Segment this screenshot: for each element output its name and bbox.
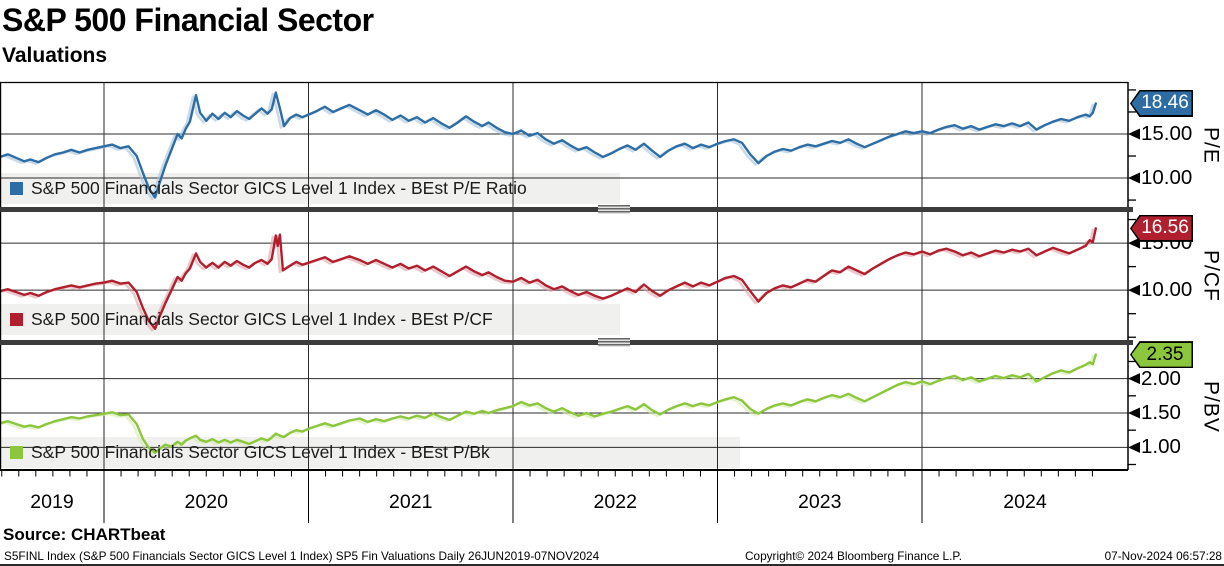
pcf-legend: S&P 500 Financials Sector GICS Level 1 I… (0, 304, 493, 335)
pbv-legend-label: S&P 500 Financials Sector GICS Level 1 I… (31, 442, 490, 462)
pbv-last-value-tag: 2.35 (1130, 341, 1193, 369)
pe-legend-label: S&P 500 Financials Sector GICS Level 1 I… (31, 178, 527, 198)
x-year-label: 2023 (798, 491, 842, 513)
x-year-label: 2024 (1003, 491, 1047, 513)
pe-axis-title: P/E (1199, 126, 1223, 164)
x-year-label: 2020 (184, 491, 228, 513)
source-label: Source: CHARTbeat (3, 525, 166, 544)
splitter-grip-icon[interactable] (598, 205, 630, 214)
pcf-series-marker-icon (10, 313, 23, 326)
pcf-legend-band (0, 304, 620, 335)
x-year-label: 2021 (389, 491, 433, 513)
y-tick-label: 1.50 (1141, 400, 1181, 424)
pbv-legend: S&P 500 Financials Sector GICS Level 1 I… (0, 437, 490, 468)
pbv-last-value: 2.35 (1146, 343, 1184, 365)
pbv-series-marker-icon (10, 446, 23, 459)
panel-splitter-1[interactable] (0, 205, 1133, 214)
pcf-axis-title: P/CF (1199, 250, 1223, 302)
footer-ticker-info: S5FINL Index (S&P 500 Financials Sector … (4, 549, 600, 563)
splitter-grip-icon[interactable] (598, 338, 630, 347)
pbv-axis-title: P/BV (1199, 381, 1223, 433)
pe-legend: S&P 500 Financials Sector GICS Level 1 I… (0, 173, 527, 204)
pe-series-marker-icon (10, 182, 23, 195)
y-tick-label: 10.00 (1141, 166, 1193, 190)
chart-title: S&P 500 Financial Sector (2, 2, 374, 38)
panel-splitter-2[interactable] (0, 338, 1133, 347)
footer-timestamp: 07-Nov-2024 06:57:28 (1104, 549, 1222, 563)
bottom-divider (0, 564, 1224, 566)
y-tick-label: 10.00 (1141, 278, 1193, 302)
y-tick-label: 1.00 (1141, 435, 1181, 459)
pcf-last-value-tag: 16.56 (1130, 214, 1193, 242)
pcf-legend-label: S&P 500 Financials Sector GICS Level 1 I… (31, 309, 493, 329)
pe-last-value: 18.46 (1141, 92, 1189, 114)
footer: S5FINL Index (S&P 500 Financials Sector … (0, 549, 1224, 564)
pe-last-value-tag: 18.46 (1130, 89, 1193, 117)
pbv-legend-band (0, 437, 740, 468)
chart-subtitle: Valuations (2, 44, 108, 67)
y-tick-label: 2.00 (1141, 366, 1181, 390)
x-year-label: 2022 (593, 491, 637, 513)
y-tick-label: 15.00 (1141, 121, 1193, 145)
footer-copyright: Copyright© 2024 Bloomberg Finance L.P. (745, 549, 963, 563)
pcf-last-value: 16.56 (1141, 217, 1189, 239)
x-year-label: 2019 (30, 491, 74, 513)
